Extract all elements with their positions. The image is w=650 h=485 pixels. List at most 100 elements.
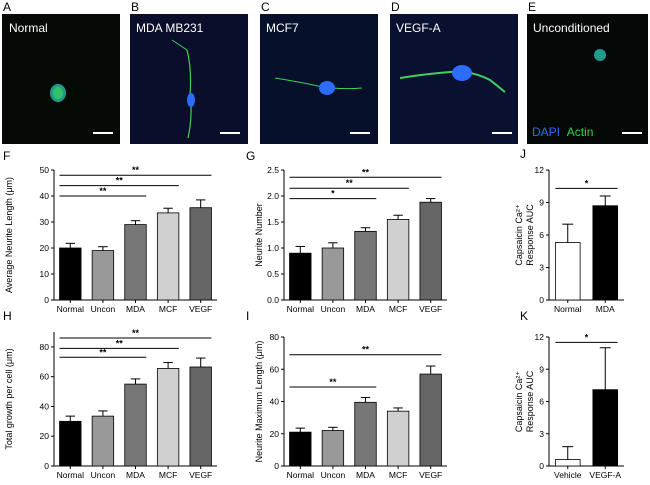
chart-i-bar: [289, 431, 312, 467]
neurite-c: [274, 77, 363, 90]
chart-g-significance-label: **: [362, 167, 370, 177]
chart-i-xtick-label: MCF: [389, 470, 407, 480]
chart-j-ylabel-line-2: Response AUC: [525, 204, 535, 266]
chart-k-significance-label: *: [585, 332, 589, 342]
chart-i-ytick-label: 0: [274, 461, 279, 471]
chart-g-xtick-label: MDA: [356, 304, 375, 314]
chart-k-ytick-label: 3: [539, 429, 544, 439]
chart-h: H Total growth per cell (μm) 0 20 40 60 80 Norm…: [3, 309, 217, 480]
chart-f-significance-label: **: [116, 176, 124, 186]
chart-g-bar: [354, 230, 377, 301]
chart-j-ylabel-line-1: Capsaicin Ca²⁺: [514, 204, 524, 266]
chart-j-ytick-label: 0: [539, 295, 544, 305]
channel-legend: DAPI Actin: [532, 125, 593, 139]
chart-g-bar: [419, 201, 442, 301]
chart-g-significance-label: *: [331, 189, 335, 199]
chart-h-ytick-label: 60: [40, 372, 50, 382]
chart-i-ytick-label: 60: [270, 364, 280, 374]
chart-h-bar: [124, 383, 147, 467]
chart-h-ytick-label: 0: [44, 461, 49, 471]
chart-h-significance-label: **: [99, 347, 107, 357]
chart-j-bar: [592, 205, 619, 301]
chart-f-bar: [156, 212, 180, 301]
micrograph-d: [390, 14, 518, 144]
chart-g-xtick-label: Uncon: [321, 304, 346, 314]
chart-i-bar: [419, 373, 442, 467]
chart-g-xtick-label: VEGF: [419, 304, 442, 314]
chart-i-ytick-label: 80: [270, 332, 280, 342]
chart-h-ytick-label: 40: [40, 401, 50, 411]
chart-j-bar: [554, 242, 581, 301]
chart-k-ylabel-line-1: Capsaicin Ca²⁺: [514, 371, 524, 433]
chart-k: K Capsaicin Ca²⁺Response AUC 0 3 6 9 12 Vehicle…: [514, 309, 624, 480]
chart-g-ytick-label: 0.5: [267, 269, 279, 279]
chart-k-ytick-label: 9: [539, 364, 544, 374]
chart-i-significance-label: **: [329, 377, 337, 387]
neurite-d: [399, 70, 506, 93]
chart-k-panel-letter: K: [520, 309, 528, 323]
chart-i: I Neurite Maximum Length (μm) 0 20 40 60 80 Nor…: [246, 309, 447, 480]
neurite-branch-b: [171, 39, 188, 51]
chart-i-xtick-label: Normal: [287, 470, 315, 480]
chart-h-xtick-label: MCF: [159, 470, 177, 480]
chart-f-ytick-label: 30: [40, 217, 50, 227]
chart-f-ytick-label: 10: [40, 269, 50, 279]
chart-k-bar: [554, 459, 581, 467]
chart-j-significance-label: *: [585, 178, 589, 188]
chart-j-ylabel: Capsaicin Ca²⁺Response AUC: [514, 204, 535, 266]
micrograph-a: [2, 14, 120, 144]
chart-j-ytick-label: 6: [539, 230, 544, 240]
chart-g-ytick-label: 2.0: [267, 191, 279, 201]
image-title-b: MDA MB231: [136, 21, 204, 35]
chart-i-ytick-label: 40: [270, 397, 280, 407]
chart-k-ytick-label: 6: [539, 397, 544, 407]
chart-f-xtick-label: MCF: [159, 304, 177, 314]
chart-f-ytick-label: 20: [40, 243, 50, 253]
chart-k-xtick-label: Vehicle: [554, 470, 582, 480]
chart-g-bar: [386, 218, 410, 301]
chart-h-panel-letter: H: [3, 309, 12, 323]
chart-k-ylabel-line-2: Response AUC: [525, 370, 535, 432]
image-title-c: MCF7: [266, 21, 299, 35]
chart-g-ytick-label: 2.5: [267, 165, 279, 175]
cell-actin-a: [53, 87, 63, 99]
chart-i-significance-label: **: [362, 345, 370, 355]
chart-f-panel-letter: F: [3, 149, 10, 163]
chart-i-bar: [354, 401, 377, 467]
chart-f-ytick-label: 50: [40, 165, 50, 175]
chart-i-bar: [321, 430, 345, 467]
micrograph-e: [527, 14, 648, 144]
micrograph-b: [130, 14, 248, 144]
legend-actin: Actin: [567, 125, 594, 139]
chart-h-bar: [59, 420, 82, 467]
panel-letter-d: D: [391, 0, 400, 14]
chart-k-ylabel: Capsaicin Ca²⁺Response AUC: [514, 370, 535, 432]
chart-h-bar: [189, 366, 212, 467]
chart-j-xtick-label: MDA: [596, 304, 615, 314]
chart-h-significance-label: **: [116, 338, 124, 348]
chart-f-ytick-label: 40: [40, 191, 50, 201]
chart-j: J Capsaicin Ca²⁺Response AUC 0 3 6 9 12 Normal M…: [514, 147, 624, 314]
chart-f-ylabel: Average Neurite Length (μm): [4, 177, 14, 293]
chart-i-xtick-label: MDA: [356, 470, 375, 480]
chart-i-panel-letter: I: [246, 309, 249, 323]
image-panel-c: C MCF7: [260, 0, 378, 144]
chart-f: F Average Neurite Length (μm) 0 10 20 30 40 50 N…: [3, 149, 217, 314]
panel-letter-c: C: [261, 0, 270, 14]
chart-h-xtick-label: Uncon: [91, 470, 116, 480]
chart-k-ytick-label: 12: [535, 332, 545, 342]
chart-f-ytick-label: 0: [44, 295, 49, 305]
chart-g-panel-letter: G: [246, 149, 255, 163]
chart-f-significance-label: **: [132, 165, 140, 175]
chart-g-bar: [321, 247, 345, 301]
image-title-d: VEGF-A: [396, 21, 441, 35]
chart-j-ytick-label: 9: [539, 198, 544, 208]
chart-g: G Neurite Number 0.0 0.5 1.0 1.5 2.0 2.5 Normal U…: [246, 149, 447, 314]
chart-h-ytick-label: 20: [40, 431, 50, 441]
panel-letter-b: B: [131, 0, 139, 14]
panel-letter-e: E: [528, 0, 536, 14]
nucleus-c: [319, 81, 335, 95]
chart-f-bar: [189, 207, 212, 301]
chart-f-bar: [91, 250, 115, 301]
